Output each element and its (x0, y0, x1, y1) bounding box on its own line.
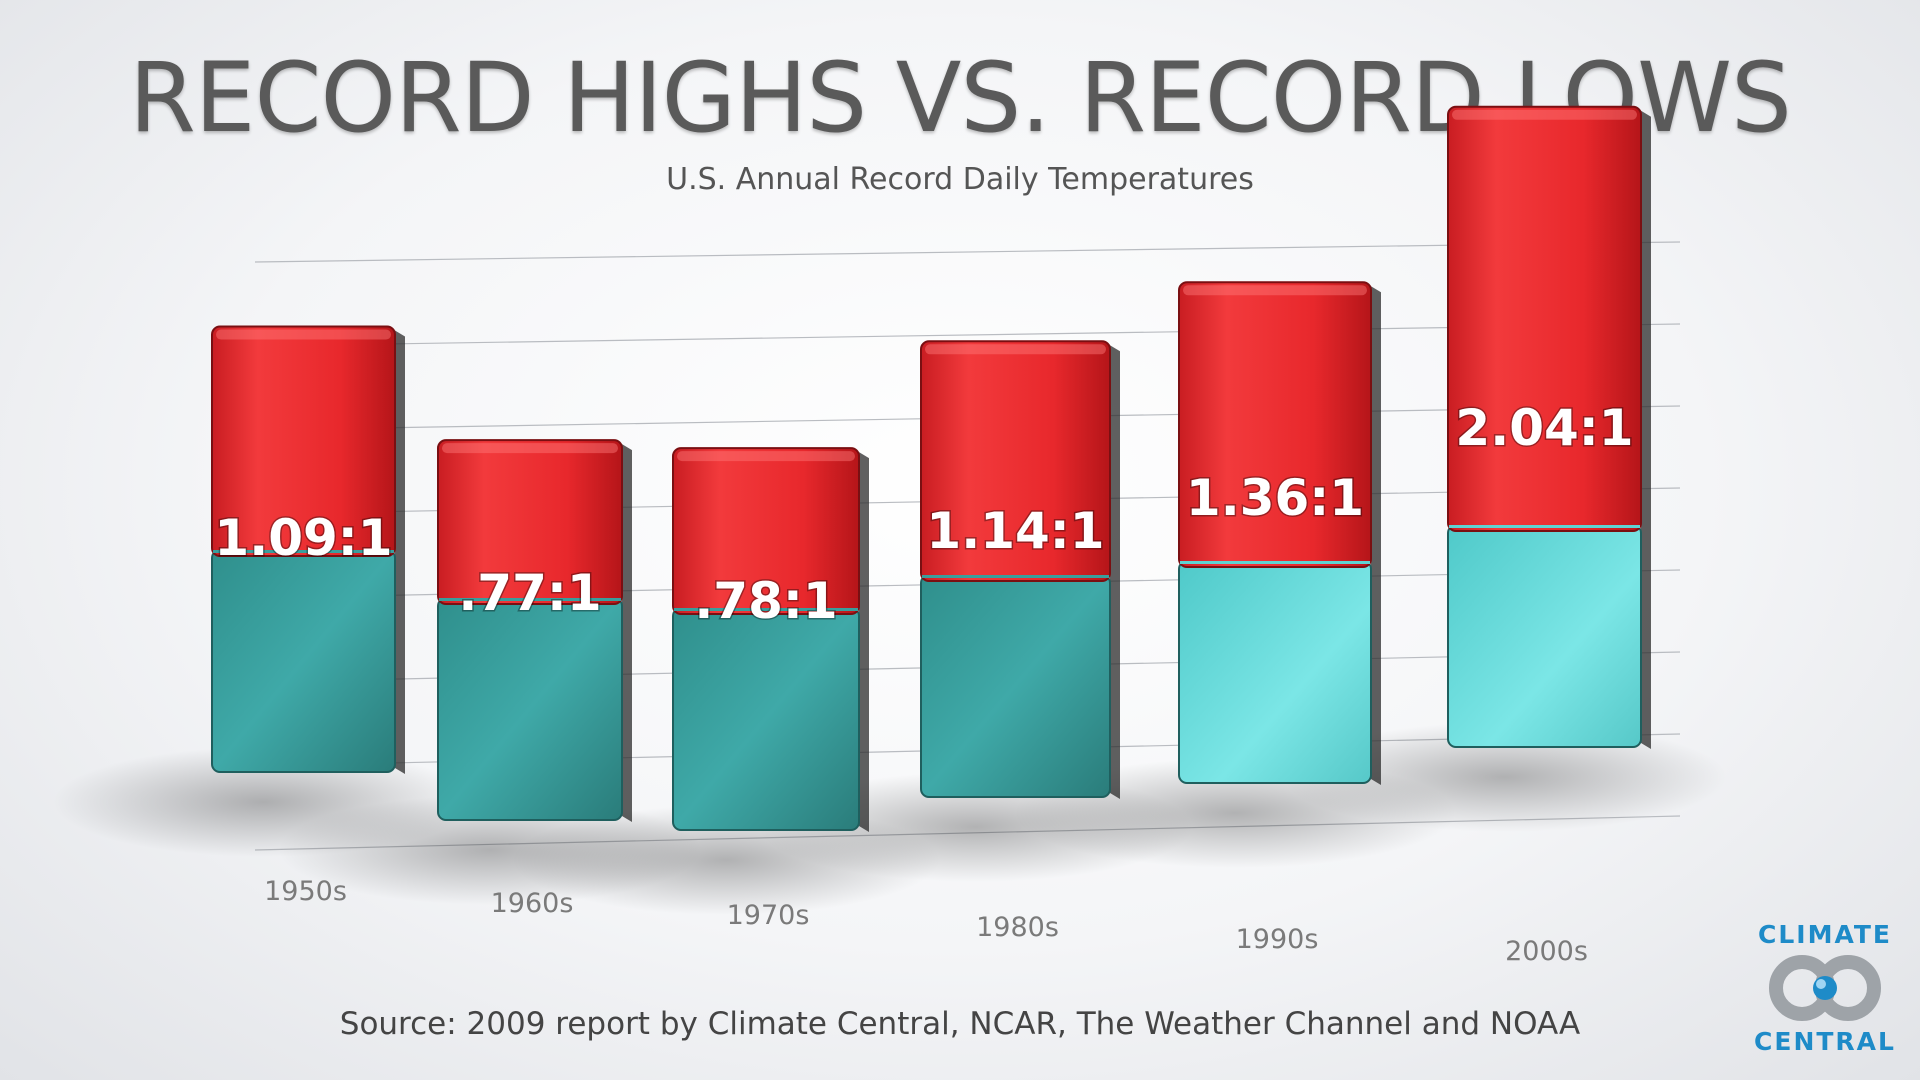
bar-joint (922, 575, 1109, 578)
source-note: Source: 2009 report by Climate Central, … (339, 1006, 1581, 1042)
bar-highs-segment (437, 439, 623, 605)
x-tick-label: 1970s (727, 900, 810, 931)
logo-rings-icon (1769, 955, 1881, 1021)
bar-1980s: 1.14:1 (920, 340, 1120, 799)
bar-data-label: .77:1 (458, 564, 601, 622)
bar-1960s: .77:1 (437, 439, 632, 822)
bar-data-label: 1.36:1 (1186, 469, 1364, 527)
bar-chart: 1.09:1 .77:1 .78:1 1.14:1 1.36:1 2.04:1 1950s… (53, 105, 1727, 967)
bar-side (395, 330, 405, 774)
logo-line1: CLIMATE (1758, 920, 1892, 949)
bar-1970s: .78:1 (672, 447, 869, 832)
bar-side (1371, 286, 1381, 785)
bar-joint (439, 598, 621, 601)
x-axis-labels: 1950s 1960s 1970s 1980s 1990s 2000s (264, 876, 1588, 967)
grid-line (254, 323, 1681, 347)
x-tick-label: 2000s (1505, 936, 1588, 967)
bar-highs-segment (211, 325, 396, 557)
bar-shadows (53, 722, 1727, 915)
bar-lows-segment (920, 574, 1111, 798)
bar-lows-segment (1447, 524, 1642, 748)
bar-joint (213, 550, 394, 553)
logo-line2: CENTRAL (1754, 1027, 1896, 1056)
bar-2000s: 2.04:1 (1447, 105, 1651, 750)
bar-side (859, 452, 869, 832)
x-tick-label: 1980s (976, 912, 1059, 943)
bar-1990s: 1.36:1 (1178, 281, 1381, 785)
bar-highs-segment (920, 340, 1111, 582)
bar-highs-segment (1447, 105, 1642, 533)
bar-joint (1180, 561, 1370, 564)
bar-top-highlight (216, 329, 391, 340)
bar-side (622, 444, 632, 822)
x-tick-label: 1960s (491, 888, 574, 919)
chart-subtitle: U.S. Annual Record Daily Temperatures (666, 162, 1254, 197)
bar-top-highlight (925, 344, 1106, 355)
bar-top-highlight (442, 443, 618, 454)
bar-data-label: 1.14:1 (926, 502, 1104, 560)
bar-top-highlight (677, 451, 855, 462)
climate-central-logo: CLIMATE CENTRAL (1745, 920, 1905, 1056)
bar-lows-segment (437, 597, 623, 821)
bar-joint (674, 608, 858, 611)
bar-data-label: 1.09:1 (214, 509, 392, 567)
bar-highs-segment (1178, 281, 1372, 568)
bar-shadow (1282, 722, 1727, 832)
x-tick-label: 1990s (1236, 924, 1319, 955)
bar-lows-segment (672, 607, 860, 831)
bar-top-highlight (1183, 285, 1367, 296)
bar-data-label: .78:1 (694, 572, 837, 630)
bars: 1.09:1 .77:1 .78:1 1.14:1 1.36:1 2.04:1 (211, 105, 1651, 832)
bar-lows-segment (211, 549, 396, 773)
bar-side (1110, 345, 1120, 799)
bar-top-highlight (1452, 109, 1637, 120)
bar-side (1641, 110, 1651, 750)
bar-data-label: 2.04:1 (1455, 399, 1633, 457)
x-tick-label: 1950s (264, 876, 347, 907)
bar-joint (1449, 525, 1640, 528)
bar-highs-segment (672, 447, 860, 615)
grid-line (254, 241, 1681, 263)
bar-lows-segment (1178, 560, 1372, 784)
bar-1950s: 1.09:1 (211, 325, 405, 774)
